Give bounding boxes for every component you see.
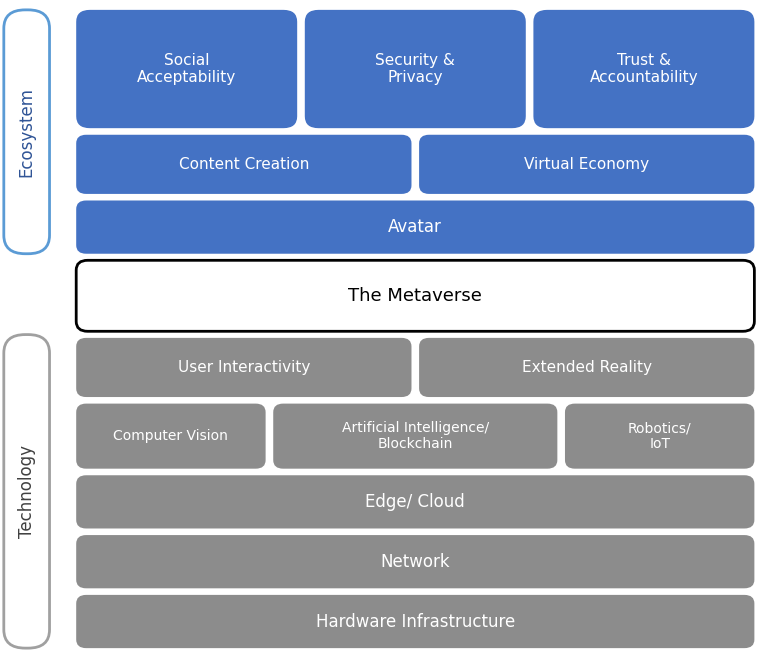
FancyBboxPatch shape — [565, 403, 754, 468]
Text: Network: Network — [380, 553, 450, 570]
Text: Content Creation: Content Creation — [178, 157, 309, 172]
Text: Security &
Privacy: Security & Privacy — [376, 53, 455, 86]
FancyBboxPatch shape — [76, 10, 297, 128]
Text: Robotics/
IoT: Robotics/ IoT — [628, 421, 691, 451]
FancyBboxPatch shape — [533, 10, 754, 128]
Text: The Metaverse: The Metaverse — [348, 287, 482, 305]
FancyBboxPatch shape — [76, 261, 754, 331]
FancyBboxPatch shape — [76, 595, 754, 648]
Text: Trust &
Accountability: Trust & Accountability — [590, 53, 698, 86]
Text: Computer Vision: Computer Vision — [114, 429, 229, 443]
FancyBboxPatch shape — [4, 10, 50, 254]
FancyBboxPatch shape — [76, 135, 411, 194]
FancyBboxPatch shape — [419, 338, 754, 397]
FancyBboxPatch shape — [76, 201, 754, 254]
Text: Technology: Technology — [18, 445, 36, 538]
Text: Social
Acceptability: Social Acceptability — [137, 53, 236, 86]
Text: Hardware Infrastructure: Hardware Infrastructure — [315, 613, 515, 630]
FancyBboxPatch shape — [4, 334, 50, 648]
Text: User Interactivity: User Interactivity — [178, 360, 310, 375]
FancyBboxPatch shape — [419, 135, 754, 194]
FancyBboxPatch shape — [305, 10, 526, 128]
Text: Extended Reality: Extended Reality — [522, 360, 652, 375]
FancyBboxPatch shape — [76, 475, 754, 528]
Text: Avatar: Avatar — [389, 218, 442, 236]
FancyBboxPatch shape — [76, 338, 411, 397]
FancyBboxPatch shape — [274, 403, 557, 468]
Text: Edge/ Cloud: Edge/ Cloud — [366, 493, 465, 511]
Text: Artificial Intelligence/
Blockchain: Artificial Intelligence/ Blockchain — [341, 421, 489, 451]
Text: Virtual Economy: Virtual Economy — [524, 157, 649, 172]
FancyBboxPatch shape — [76, 403, 266, 468]
FancyBboxPatch shape — [76, 535, 754, 588]
Text: Ecosystem: Ecosystem — [18, 87, 36, 177]
